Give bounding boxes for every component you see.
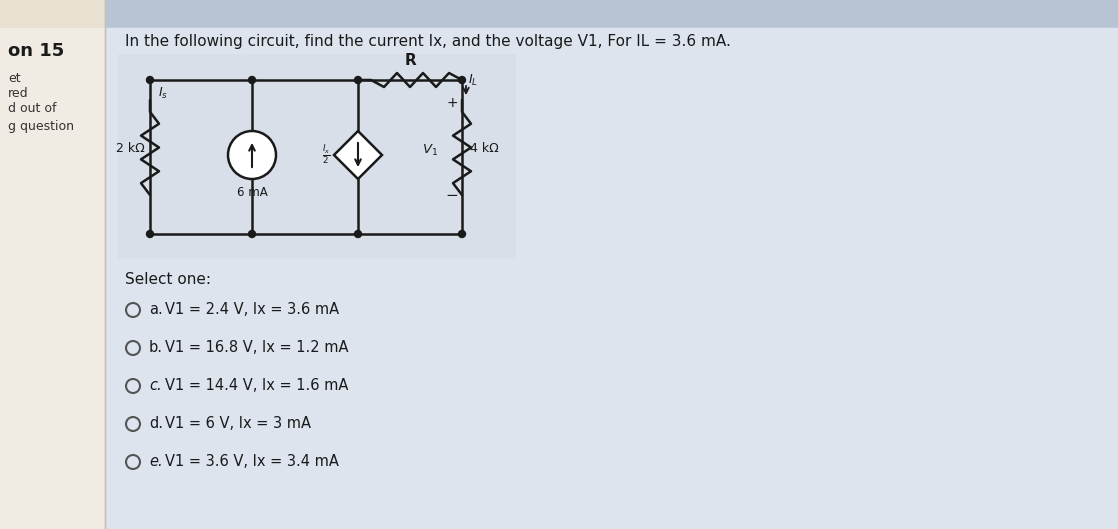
Text: +: + [446,96,457,110]
Text: R: R [404,53,416,68]
Bar [0,0,105,529]
Text: on 15: on 15 [8,42,64,60]
Text: c.: c. [149,379,162,394]
Bar [119,54,517,259]
Text: V1 = 14.4 V, Ix = 1.6 mA: V1 = 14.4 V, Ix = 1.6 mA [165,379,349,394]
Circle shape [146,77,153,84]
Text: 2 kΩ: 2 kΩ [116,141,145,154]
Text: $I_s$: $I_s$ [158,86,168,101]
Text: e.: e. [149,454,162,470]
Text: V1 = 3.6 V, Ix = 3.4 mA: V1 = 3.6 V, Ix = 3.4 mA [165,454,339,470]
Circle shape [458,77,465,84]
Text: red: red [8,87,29,100]
Text: d.: d. [149,416,163,432]
Text: V1 = 6 V, Ix = 3 mA: V1 = 6 V, Ix = 3 mA [165,416,311,432]
Text: et: et [8,72,20,85]
Text: Select one:: Select one: [125,272,211,287]
Text: V1 = 2.4 V, Ix = 3.6 mA: V1 = 2.4 V, Ix = 3.6 mA [165,303,339,317]
Text: $\frac{I_x}{2}$: $\frac{I_x}{2}$ [322,143,330,167]
Text: 4 kΩ: 4 kΩ [470,141,499,154]
Text: 6 mA: 6 mA [237,186,267,199]
Text: $V_1$: $V_1$ [421,142,438,158]
Text: −: − [446,188,458,204]
Text: V1 = 16.8 V, Ix = 1.2 mA: V1 = 16.8 V, Ix = 1.2 mA [165,341,349,355]
Text: In the following circuit, find the current Ix, and the voltage V1, For IL = 3.6 : In the following circuit, find the curre… [125,34,731,49]
Circle shape [354,231,361,238]
Text: g question: g question [8,120,74,133]
Text: d out of: d out of [8,102,57,115]
Circle shape [248,231,256,238]
Text: $I_L$: $I_L$ [468,72,479,88]
Bar [105,0,1118,28]
Circle shape [228,131,276,179]
Polygon shape [334,131,382,179]
Circle shape [146,231,153,238]
Bar [0,28,105,529]
Circle shape [354,77,361,84]
Text: b.: b. [149,341,163,355]
Circle shape [458,231,465,238]
Text: a.: a. [149,303,163,317]
Circle shape [248,77,256,84]
